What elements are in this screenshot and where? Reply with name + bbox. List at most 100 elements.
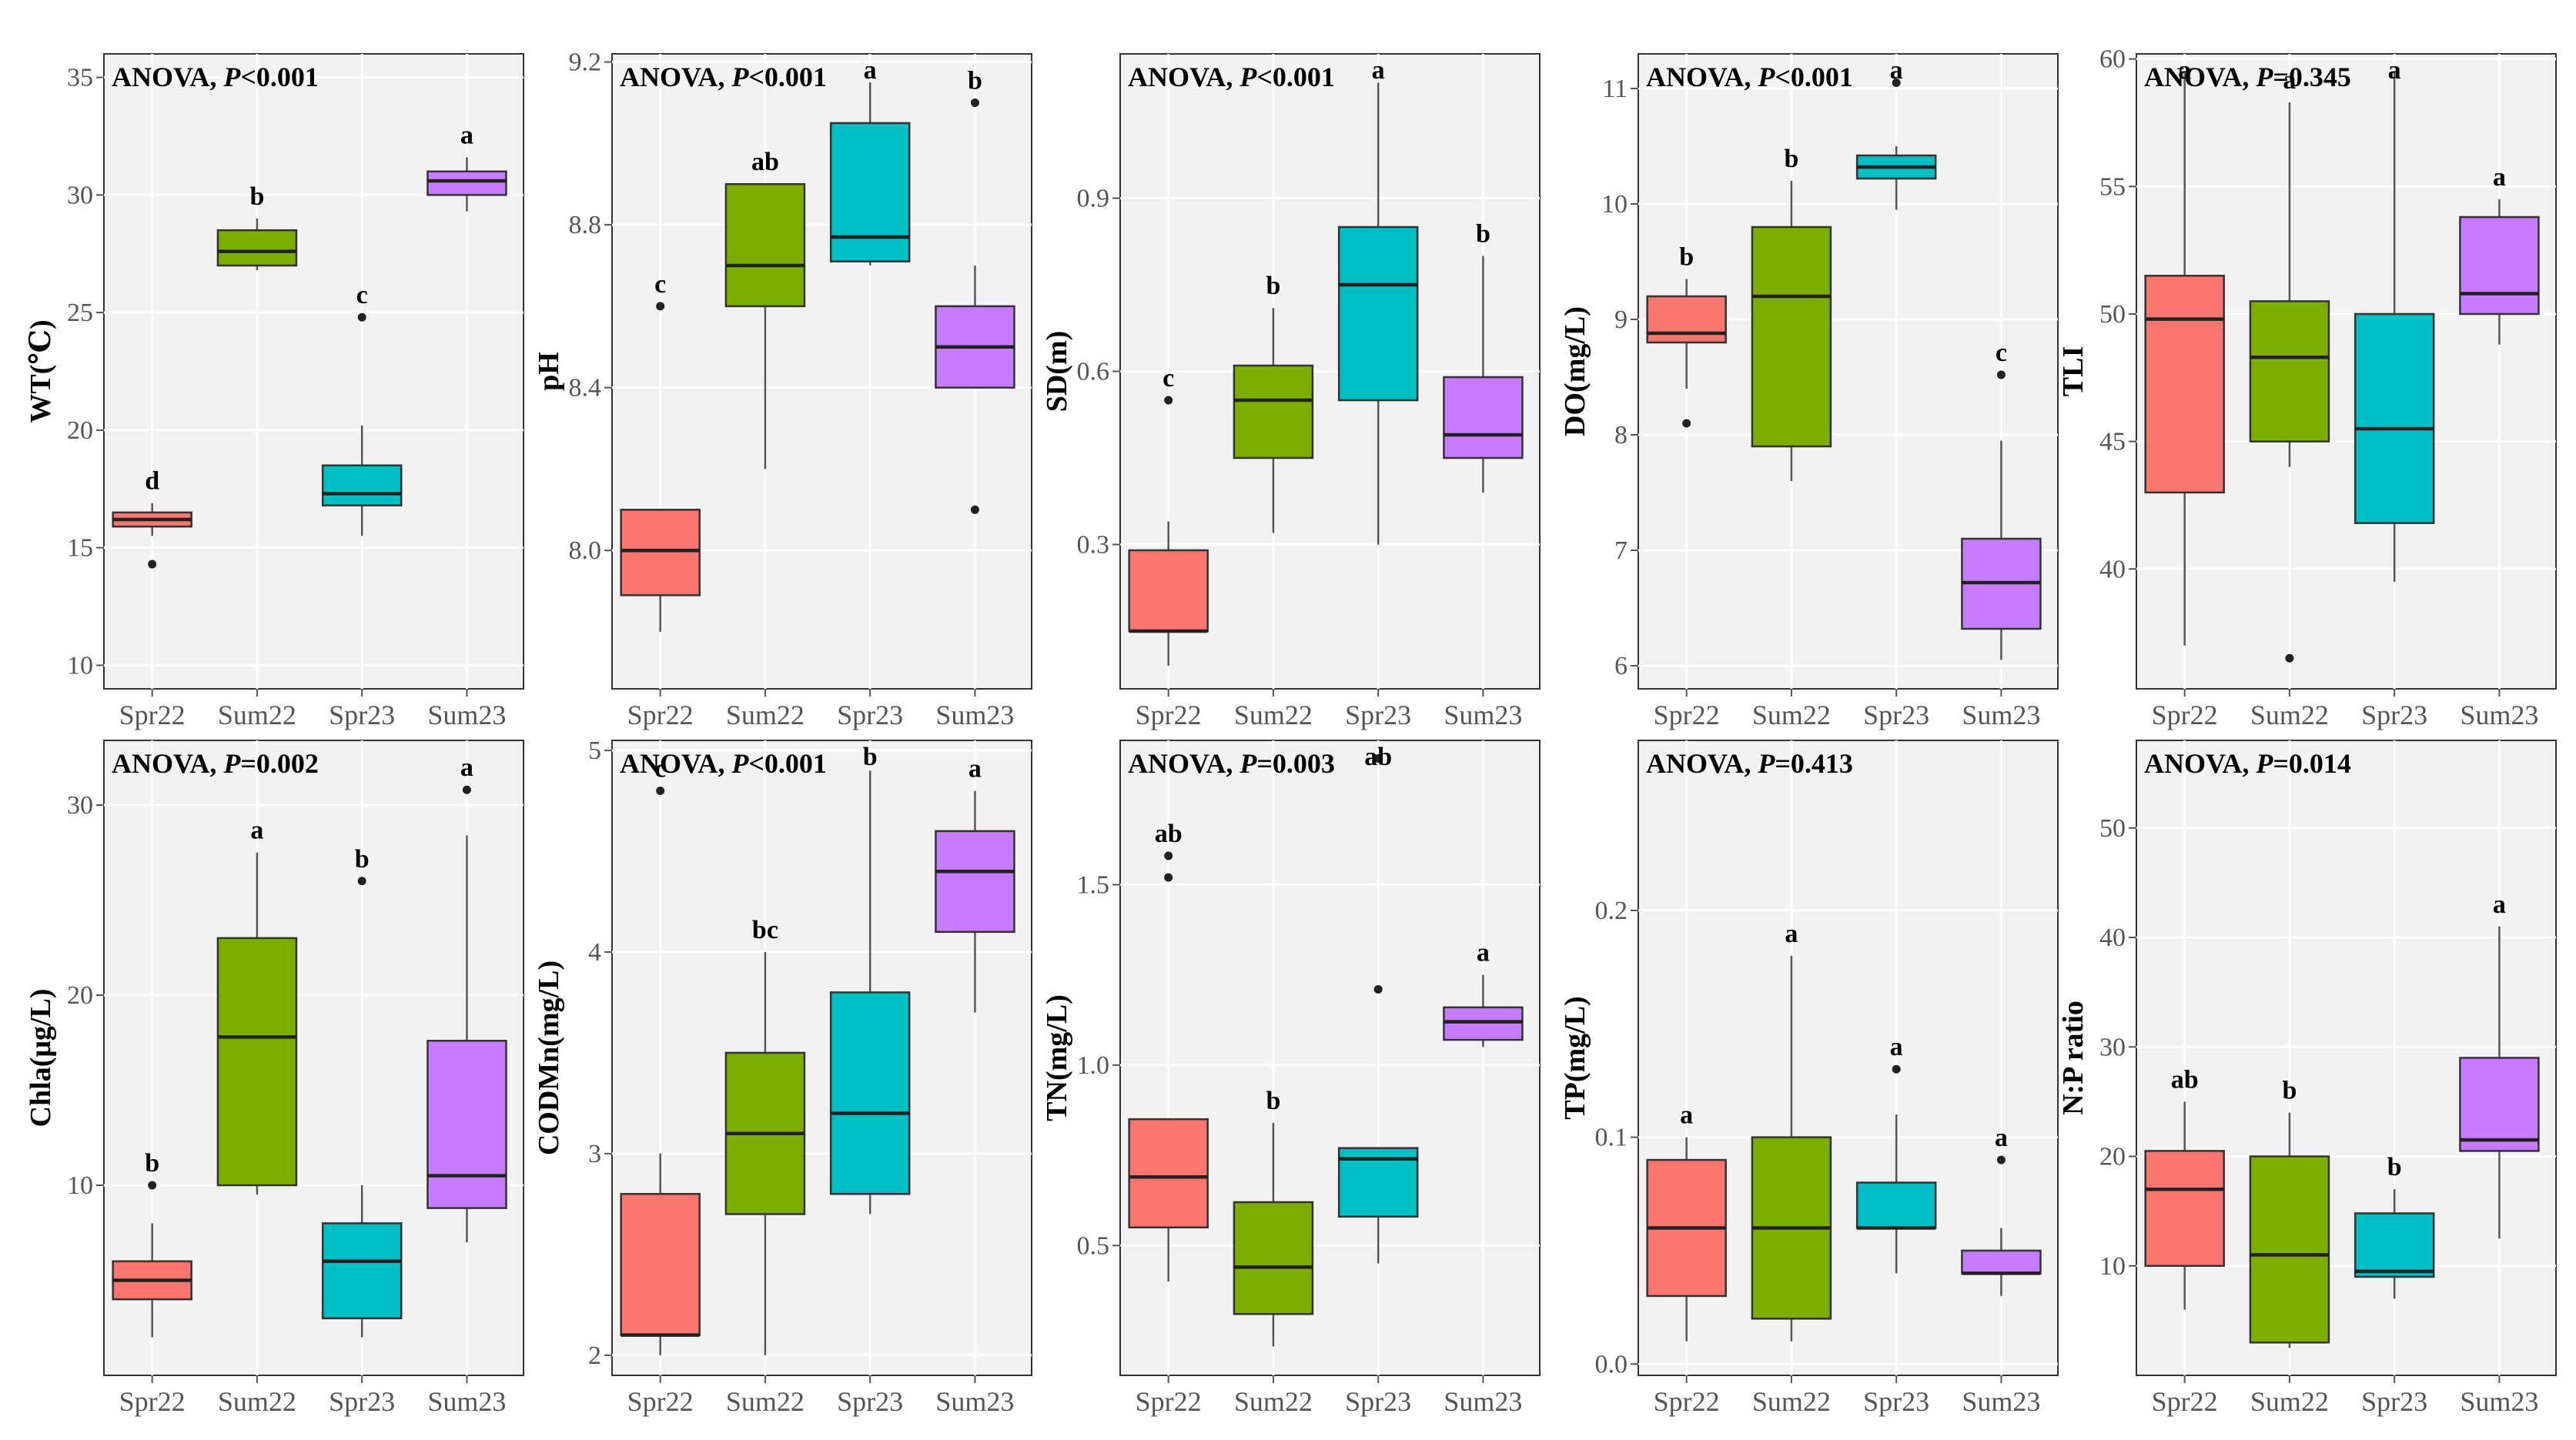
box-Sum22: b [1751,145,1832,481]
box-Sum23: a [427,753,507,1243]
outlier-point [148,1181,157,1190]
y-axis-title: CODMn(mg/L) [533,961,565,1155]
box-Spr22: a [2144,56,2225,646]
x-tick-label: Spr23 [1863,1386,1929,1417]
y-axis-title: WT(℃) [25,319,57,423]
y-tick-label: 2 [588,1341,601,1370]
box-Spr23: c [321,281,403,536]
y-tick-label: 8 [1614,421,1628,449]
significance-letter: ab [1364,743,1392,771]
y-tick-label: 3 [588,1140,601,1168]
significance-letter: b [1476,220,1490,249]
significance-letter: b [1784,145,1798,173]
y-tick-label: 45 [2099,428,2126,456]
box-iqr [829,991,911,1195]
box-iqr [2459,1057,2540,1152]
y-tick-label: 30 [67,181,93,209]
significance-letter: b [863,743,878,771]
x-tick-label: Spr23 [837,700,903,730]
outlier-point [2285,653,2294,663]
box-iqr [1233,364,1314,459]
y-tick-label: 9 [1614,306,1628,334]
x-tick-label: Spr22 [627,1386,694,1417]
box-Spr23: b [829,743,911,1214]
y-tick-label: 8.0 [569,536,602,565]
box-iqr [620,1193,701,1336]
outlier-point [970,98,979,107]
y-tick-label: 1.5 [1077,871,1110,900]
box-Sum22: ab [724,148,806,469]
x-tick-label: Sum22 [2250,1386,2329,1417]
significance-letter: b [2387,1153,2402,1181]
y-tick-label: 8.8 [569,211,602,239]
x-tick-label: Sum23 [1962,1386,2040,1417]
significance-letter: a [1477,939,1490,967]
x-tick-label: Sum23 [1962,700,2040,730]
box-iqr [2354,312,2435,524]
x-tick-label: Spr22 [2152,700,2218,730]
significance-letter: a [1890,56,1903,85]
box-Spr22: d [112,467,192,569]
anova-label: ANOVA, P<0.001 [1646,62,1853,92]
x-tick-label: Spr22 [1654,700,1720,730]
x-tick-label: Spr22 [119,1386,186,1417]
outlier-point [1892,79,1901,87]
y-tick-label: 0.5 [1077,1231,1110,1260]
significance-letter: b [1679,243,1694,272]
box-Sum22: b [1233,272,1314,533]
y-axis-title: pH [533,352,565,391]
significance-letter: a [2388,56,2401,85]
significance-letter: b [249,182,264,211]
anova-label: ANOVA, P<0.001 [1128,62,1335,92]
outlier-point [148,560,157,569]
x-tick-label: Sum23 [935,700,1014,730]
significance-letter: d [145,467,159,496]
box-Spr23: ab [1337,743,1419,1264]
y-tick-label: 60 [2099,45,2126,74]
box-Spr22: c [620,754,701,1355]
anova-label: ANOVA, P=0.003 [1128,748,1335,779]
box-Sum23: a [1443,939,1524,1047]
box-Sum22: a [2249,66,2330,663]
significance-letter: a [460,121,473,149]
outlier-point [656,786,665,795]
y-axis-title: TLI [2057,346,2089,396]
y-axis-title: Chla(μg/L) [25,989,57,1128]
y-axis-title: N:P ratio [2057,1001,2089,1115]
x-tick-label: Spr23 [1345,1386,1411,1417]
box-Spr22: c [620,270,701,632]
box-iqr [427,1040,507,1209]
y-tick-label: 4 [588,938,601,967]
significance-letter: c [1996,339,2007,367]
outlier-point [1996,370,2006,379]
box-iqr [1128,549,1209,633]
x-tick-label: Spr22 [1136,700,1202,730]
x-tick-label: Sum23 [427,700,506,730]
box-Spr22: b [112,1149,192,1338]
box-Sum23: a [935,754,1015,1013]
box-iqr [2354,1212,2435,1278]
significance-letter: a [1890,1033,1903,1061]
box-Sum23: c [1961,339,2042,660]
significance-letter: a [250,817,263,845]
box-Sum22: a [1751,920,1832,1341]
x-tick-label: Sum22 [1752,1386,1831,1417]
anova-label: ANOVA, P=0.413 [1646,748,1853,779]
box-Sum22: b [2249,1077,2330,1348]
significance-letter: a [2493,890,2506,919]
significance-letter: ab [1155,820,1183,848]
box-iqr [427,170,507,196]
significance-letter: a [1372,56,1385,85]
y-tick-label: 0.9 [1077,185,1110,213]
anova-label: ANOVA, P<0.001 [112,62,319,92]
box-Spr23: a [2354,56,2435,582]
y-tick-label: 15 [67,534,93,563]
box-iqr [1128,1118,1209,1229]
box-Sum23: a [2459,890,2540,1239]
